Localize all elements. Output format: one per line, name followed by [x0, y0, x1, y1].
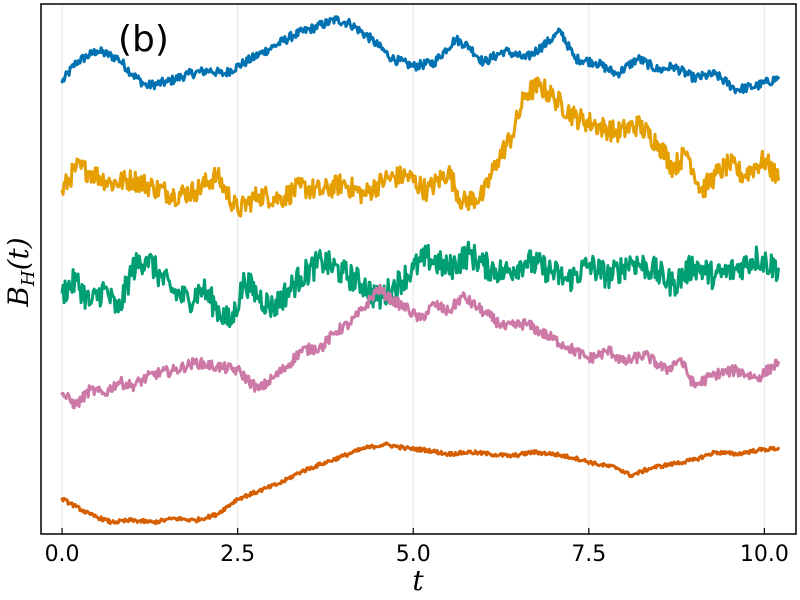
y-axis-label: BH(t): [2, 237, 39, 307]
y-axis-label-tail: (t): [2, 237, 35, 270]
series-line-1: [60, 15, 780, 95]
series-line-5: [60, 441, 780, 526]
x-tick-label: 7.5: [571, 542, 606, 567]
x-tick-label: 10.0: [740, 542, 789, 567]
series-line-4: [60, 283, 780, 410]
plot-frame: [40, 3, 797, 535]
y-axis-label-main: B: [2, 286, 35, 308]
series-line-3: [60, 240, 780, 329]
series-line-2: [60, 76, 780, 218]
x-tick-label: 2.5: [220, 542, 255, 567]
x-tick-label: 5.0: [396, 542, 431, 567]
series-lines: [60, 15, 780, 526]
x-axis-ticks: 0.0 2.5 5.0 7.5 10.0: [45, 528, 789, 567]
y-axis-label-sub: H: [18, 270, 39, 287]
panel-label: (b): [118, 19, 169, 60]
x-axis-label: t: [412, 564, 424, 597]
x-tick-label: 0.0: [45, 542, 80, 567]
